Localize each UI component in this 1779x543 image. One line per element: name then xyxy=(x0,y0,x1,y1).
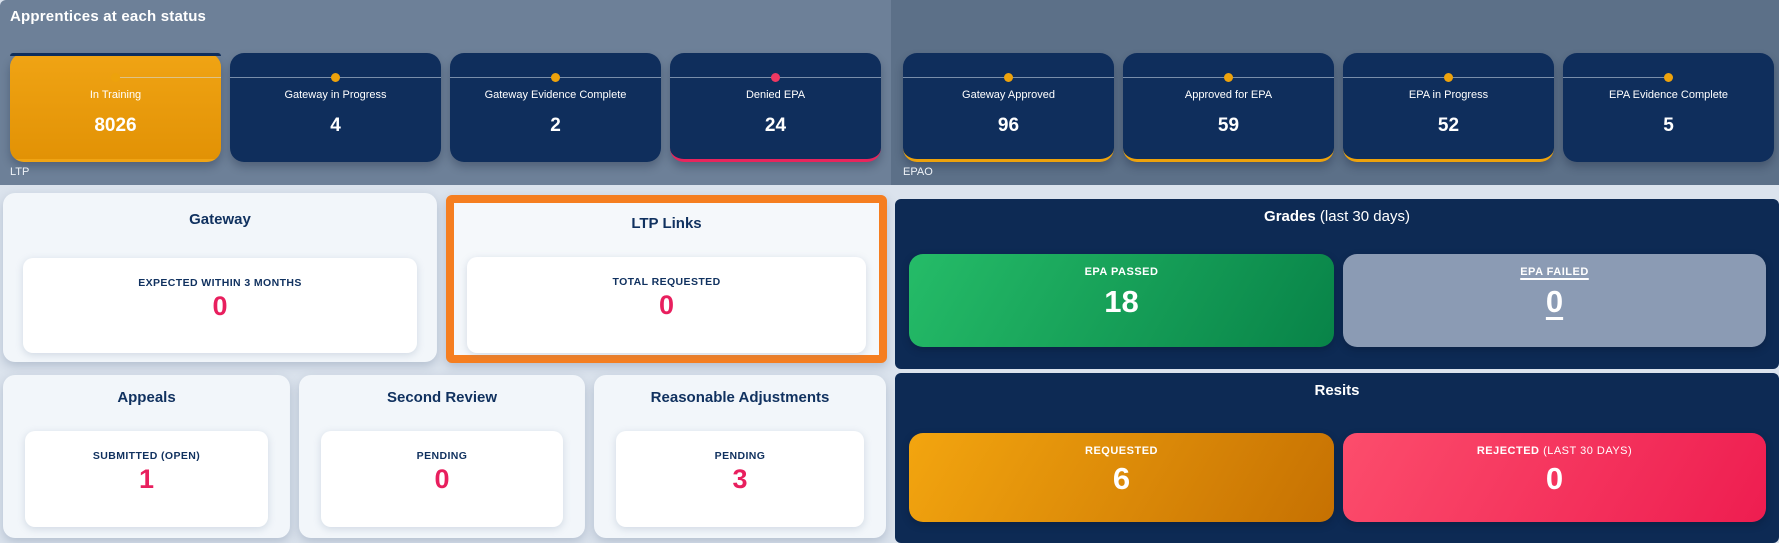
epa-failed-value: 0 xyxy=(1545,284,1564,319)
status-card-value: 2 xyxy=(550,115,561,136)
resits-rejected-label-suffix: (LAST 30 DAYS) xyxy=(1543,445,1633,457)
stepper-dot xyxy=(1224,73,1233,82)
epa-passed-value: 18 xyxy=(1104,284,1139,319)
status-card-value: 24 xyxy=(764,115,787,136)
second-review-stat-card: PENDING 0 xyxy=(321,431,563,527)
resits-rejected-label: REJECTED (LAST 30 DAYS) xyxy=(1343,433,1766,457)
status-card-epa-evidence-complete[interactable]: EPA Evidence Complete 5 xyxy=(1563,53,1774,162)
status-card-value: 59 xyxy=(1217,115,1240,136)
ltp-links-stat-card: TOTAL REQUESTED 0 xyxy=(467,257,866,353)
status-card-value: 8026 xyxy=(94,115,137,136)
gateway-stat-value: 0 xyxy=(212,291,228,321)
second-review-panel-title: Second Review xyxy=(386,389,498,406)
status-card-value: 4 xyxy=(330,115,341,136)
status-card-gateway-approved[interactable]: Gateway Approved 96 xyxy=(903,53,1114,162)
reasonable-adjustments-stat-label: PENDING xyxy=(714,450,766,462)
resits-requested-tile[interactable]: REQUESTED 6 xyxy=(909,433,1334,522)
status-card-value: 96 xyxy=(997,115,1020,136)
status-card-epa-in-progress[interactable]: EPA in Progress 52 xyxy=(1343,53,1554,162)
stepper-dot xyxy=(331,73,340,82)
resits-requested-value: 6 xyxy=(1112,461,1131,496)
status-card-label: EPA Evidence Complete xyxy=(1608,89,1729,101)
ltp-links-stat-value: 0 xyxy=(658,290,675,320)
status-card-value: 52 xyxy=(1437,115,1460,136)
stepper-dot xyxy=(1444,73,1453,82)
epa-failed-label: EPA FAILED xyxy=(1520,266,1589,278)
status-card-label: EPA in Progress xyxy=(1408,89,1489,101)
resits-panel: Resits REQUESTED 6 REJECTED (LAST 30 DAY… xyxy=(895,373,1779,543)
status-card-denied-epa[interactable]: Denied EPA 24 xyxy=(670,53,881,162)
grades-title-suffix: (last 30 days) xyxy=(1319,208,1410,225)
resits-rejected-value: 0 xyxy=(1545,461,1564,496)
resits-panel-title: Resits xyxy=(1314,382,1360,399)
appeals-panel: Appeals SUBMITTED (OPEN) 1 xyxy=(3,375,290,538)
appeals-stat-label: SUBMITTED (OPEN) xyxy=(92,450,201,462)
status-card-label: Denied EPA xyxy=(745,89,806,101)
group-label-epao: EPAO xyxy=(903,166,933,178)
grades-title-text: Grades xyxy=(1264,208,1316,225)
gateway-stat-card: EXPECTED WITHIN 3 MONTHS 0 xyxy=(23,258,417,353)
gateway-panel: Gateway EXPECTED WITHIN 3 MONTHS 0 xyxy=(3,193,437,362)
status-card-label: In Training xyxy=(89,89,142,101)
status-card-label: Gateway in Progress xyxy=(284,89,387,101)
epa-passed-label: EPA PASSED xyxy=(1084,266,1159,278)
grades-panel: Grades (last 30 days) EPA PASSED 18 EPA … xyxy=(895,199,1779,369)
stepper-dot xyxy=(1664,73,1673,82)
status-card-approved-for-epa[interactable]: Approved for EPA 59 xyxy=(1123,53,1334,162)
appeals-panel-title: Appeals xyxy=(117,389,176,406)
epa-passed-tile[interactable]: EPA PASSED 18 xyxy=(909,254,1334,347)
stepper-line xyxy=(1563,77,1669,78)
status-card-label: Gateway Approved xyxy=(962,89,1055,101)
reasonable-adjustments-panel: Reasonable Adjustments PENDING 3 xyxy=(594,375,886,538)
status-card-label: Gateway Evidence Complete xyxy=(484,89,627,101)
stepper-line xyxy=(115,77,221,78)
page-title: Apprentices at each status xyxy=(10,8,207,25)
second-review-stat-value: 0 xyxy=(434,464,450,494)
grades-panel-title: Grades (last 30 days) xyxy=(895,199,1779,225)
group-label-ltp: LTP xyxy=(10,166,30,178)
gateway-panel-title: Gateway xyxy=(189,211,251,228)
appeals-stat-card: SUBMITTED (OPEN) 1 xyxy=(25,431,268,527)
stepper-dot xyxy=(1004,73,1013,82)
resits-requested-label: REQUESTED xyxy=(1085,445,1158,457)
epao-status-section: Gateway Approved 96 Approved for EPA 59 … xyxy=(891,0,1779,185)
second-review-panel: Second Review PENDING 0 xyxy=(299,375,585,538)
ltp-status-section: Apprentices at each status In Training 8… xyxy=(0,0,891,185)
stepper-dot xyxy=(771,73,780,82)
ltp-links-stat-label: TOTAL REQUESTED xyxy=(612,276,721,288)
gateway-stat-label: EXPECTED WITHIN 3 MONTHS xyxy=(138,277,302,289)
ltp-status-cards: In Training 8026 Gateway in Progress 4 G… xyxy=(10,53,881,162)
stepper-dot xyxy=(551,73,560,82)
reasonable-adjustments-stat-value: 3 xyxy=(732,464,748,494)
reasonable-adjustments-panel-title: Reasonable Adjustments xyxy=(650,389,830,406)
ltp-links-panel-title: LTP Links xyxy=(631,215,702,232)
status-card-gateway-evidence-complete[interactable]: Gateway Evidence Complete 2 xyxy=(450,53,661,162)
epa-failed-tile[interactable]: EPA FAILED 0 xyxy=(1343,254,1766,347)
resits-rejected-tile[interactable]: REJECTED (LAST 30 DAYS) 0 xyxy=(1343,433,1766,522)
resits-rejected-label-main: REJECTED xyxy=(1476,445,1540,457)
status-card-in-training[interactable]: In Training 8026 xyxy=(10,53,221,162)
stepper-dot xyxy=(111,73,120,82)
status-card-gateway-in-progress[interactable]: Gateway in Progress 4 xyxy=(230,53,441,162)
appeals-stat-value: 1 xyxy=(138,464,155,494)
status-card-label: Approved for EPA xyxy=(1184,89,1273,101)
ltp-links-panel[interactable]: LTP Links TOTAL REQUESTED 0 xyxy=(446,195,887,363)
epao-status-cards: Gateway Approved 96 Approved for EPA 59 … xyxy=(903,53,1774,162)
reasonable-adjustments-stat-card: PENDING 3 xyxy=(616,431,864,527)
second-review-stat-label: PENDING xyxy=(416,450,468,462)
status-card-value: 5 xyxy=(1663,115,1674,136)
